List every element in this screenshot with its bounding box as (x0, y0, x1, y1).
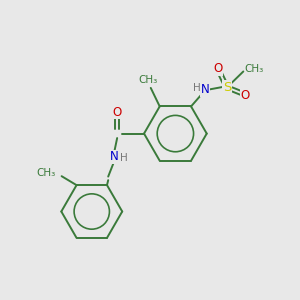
Text: N: N (110, 150, 118, 164)
Text: S: S (223, 80, 231, 94)
Text: H: H (193, 82, 201, 93)
Text: N: N (201, 83, 210, 97)
Text: O: O (112, 106, 122, 118)
Text: CH₃: CH₃ (245, 64, 264, 74)
Text: CH₃: CH₃ (139, 75, 158, 85)
Text: O: O (213, 62, 223, 75)
Text: H: H (120, 153, 128, 164)
Text: CH₃: CH₃ (36, 168, 56, 178)
Text: O: O (241, 89, 250, 102)
